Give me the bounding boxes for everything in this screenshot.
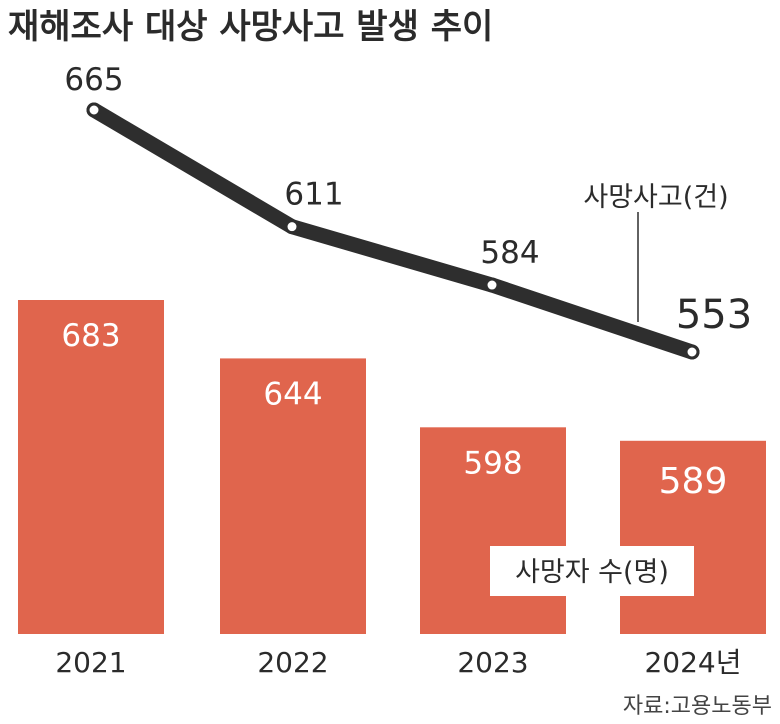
bar xyxy=(420,427,566,634)
bar-value-label: 598 xyxy=(463,445,522,481)
legend-line-series: 사망사고(건) xyxy=(583,182,728,213)
line-point xyxy=(484,277,500,293)
bar-value-label: 644 xyxy=(263,376,322,412)
x-tick-label: 2021 xyxy=(55,646,126,679)
line-value-label: 611 xyxy=(284,177,343,213)
legend: 사망사고(건) 사망자 수(명) xyxy=(490,182,729,596)
bar-value-label: 683 xyxy=(61,318,120,354)
bar-value-label: 589 xyxy=(659,461,728,502)
line-series xyxy=(86,102,700,360)
chart-title: 재해조사 대상 사망사고 발생 추이 xyxy=(8,7,493,47)
line-value-label: 553 xyxy=(676,292,752,338)
bar xyxy=(620,440,766,634)
line-point xyxy=(86,102,102,118)
bar xyxy=(220,358,366,634)
line-point xyxy=(284,219,300,235)
x-tick-label: 2022 xyxy=(257,646,328,679)
line-point xyxy=(684,344,700,360)
x-tick-label: 2024년 xyxy=(644,646,741,679)
legend-bar-box xyxy=(490,546,694,596)
source-note: 자료:고용노동부 xyxy=(623,694,772,719)
legend-bar-series: 사망자 수(명) xyxy=(515,557,669,588)
data-labels: 683 644 598 589 665 611 584 553 xyxy=(61,62,752,502)
bar-series xyxy=(18,300,766,634)
bar xyxy=(18,300,164,634)
x-tick-label: 2023 xyxy=(457,646,528,679)
line-path xyxy=(86,102,700,360)
x-axis: 2021 2022 2023 2024년 xyxy=(55,646,741,679)
line-value-label: 584 xyxy=(480,235,539,271)
line-value-label: 665 xyxy=(64,62,123,98)
